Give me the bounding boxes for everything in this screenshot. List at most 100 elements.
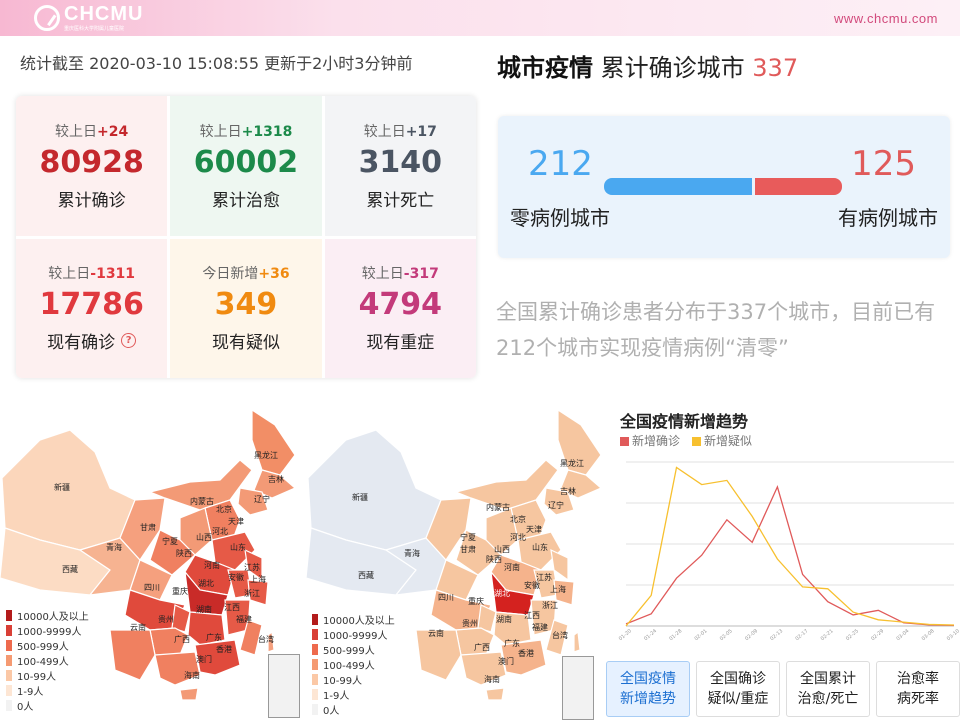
stats-grid: 较上日+24 80928 累计确诊 较上日+1318 60002 累计治愈 较上…	[16, 96, 476, 378]
legend-swatch	[312, 674, 318, 685]
legend-row[interactable]: 1000-9999人	[6, 623, 89, 638]
province-label-tianjin: 天津	[526, 524, 542, 534]
legend-row[interactable]: 0人	[6, 698, 89, 713]
site-logo[interactable]: CHCMU 重庆医科大学附属儿童医院	[34, 4, 143, 32]
logo-subtitle: 重庆医科大学附属儿童医院	[64, 26, 125, 32]
legend-row[interactable]: 10000人及以上	[312, 612, 395, 627]
tab-2[interactable]: 全国累计 治愈/死亡	[786, 661, 870, 717]
stat-current-confirmed: 较上日-1311 17786 现有确诊?	[16, 238, 168, 378]
stat-delta: 较上日+24	[55, 123, 129, 140]
province-label-gansu: 甘肃	[140, 522, 156, 532]
x-tick-label: 01-20	[618, 628, 633, 642]
province-label-xizang: 西藏	[62, 564, 78, 574]
legend-row[interactable]: 100-499人	[312, 657, 395, 672]
province-label-hainan: 海南	[484, 674, 500, 684]
legend-label: 100-499人	[323, 661, 375, 672]
province-label-hunan: 湖南	[496, 614, 512, 624]
legend-row[interactable]: 100-499人	[6, 653, 89, 668]
province-label-ningxia: 宁夏	[162, 536, 178, 546]
has-case-label: 有病例城市	[838, 206, 938, 230]
province-label-fujian: 福建	[532, 622, 548, 632]
stat-delta: 较上日+17	[363, 123, 437, 140]
legend-row[interactable]: 10-99人	[312, 672, 395, 687]
china-map-cumulative: 黑龙江 吉林 辽宁 内蒙古 北京 天津 河北 山西 山东 宁夏 甘肃 新疆 青海…	[0, 408, 297, 701]
legend-label: 10-99人	[17, 672, 57, 683]
legend-row[interactable]: 1-9人	[6, 683, 89, 698]
legend-label: 10-99人	[323, 676, 363, 687]
province-label-ningxia: 宁夏	[460, 532, 476, 542]
legend-swatch	[6, 685, 12, 696]
legend-label: 10000人及以上	[17, 612, 89, 623]
legend-row[interactable]: 1-9人	[312, 687, 395, 702]
stat-label: 现有疑似	[211, 333, 280, 354]
trend-legend: 新增确诊 新增疑似	[620, 432, 752, 449]
legend-swatch	[6, 700, 12, 711]
province-label-shaanxi: 陕西	[486, 554, 502, 564]
province-label-beijing: 北京	[510, 514, 526, 524]
x-tick-label: 02-01	[694, 628, 709, 642]
stat-label: 现有确诊?	[47, 328, 137, 353]
province-label-sichuan: 四川	[144, 583, 160, 592]
stat-total-cured: 较上日+1318 60002 累计治愈	[170, 96, 322, 236]
legend-item-confirm[interactable]: 新增确诊	[620, 432, 680, 449]
legend-item-suspect[interactable]: 新增疑似	[692, 432, 752, 449]
tab-1[interactable]: 全国确诊 疑似/重症	[696, 661, 780, 717]
x-tick-label: 02-21	[820, 628, 835, 642]
stat-current-severe: 较上日-317 4794 现有重症	[324, 238, 476, 378]
legend-label: 1000-9999人	[17, 627, 82, 638]
province-label-jiangxi: 江西	[224, 603, 240, 612]
stat-value: 349	[214, 287, 278, 323]
site-url[interactable]: www.chcmu.com	[833, 11, 938, 26]
legend-row[interactable]: 10000人及以上	[6, 608, 89, 623]
province-label-hongkong: 香港	[216, 644, 232, 654]
tab-3[interactable]: 治愈率 病死率	[876, 661, 960, 717]
stats-timestamp: 统计截至 2020-03-10 15:08:55 更新于2小时3分钟前	[20, 54, 413, 73]
legend-row[interactable]: 0人	[312, 702, 395, 717]
legend-row[interactable]: 10-99人	[6, 668, 89, 683]
province-label-jilin: 吉林	[560, 486, 576, 496]
cumulative-map[interactable]: 黑龙江 吉林 辽宁 内蒙古 北京 天津 河北 山西 山东 宁夏 甘肃 新疆 青海…	[0, 400, 302, 720]
province-label-shanghai: 上海	[250, 574, 266, 584]
stat-delta: 今日新增+36	[202, 266, 290, 283]
china-map-current: 黑龙江 吉林 辽宁 内蒙古 北京 天津 河北 山西 山东 宁夏 甘肃 新疆 青海…	[306, 408, 603, 701]
province-label-jiangsu: 江苏	[244, 562, 260, 572]
legend-label: 500-999人	[323, 646, 375, 657]
legend-row[interactable]: 1000-9999人	[312, 627, 395, 642]
legend-label: 10000人及以上	[323, 616, 395, 627]
province-label-hubei: 湖北	[494, 589, 510, 598]
province-label-neimenggu: 内蒙古	[190, 496, 214, 506]
province-label-chongqing: 重庆	[172, 586, 188, 596]
legend-row[interactable]: 500-999人	[312, 642, 395, 657]
help-icon[interactable]: ?	[121, 333, 137, 349]
province-label-macao: 澳门	[498, 656, 514, 666]
stat-label: 累计治愈	[211, 190, 280, 211]
tab-line1: 治愈率	[897, 671, 939, 687]
legend-swatch	[312, 659, 318, 670]
zero-case-label: 零病例城市	[510, 206, 610, 230]
legend-swatch	[312, 689, 318, 700]
province-label-liaoning: 辽宁	[254, 494, 270, 504]
ratio-bar-has	[755, 178, 842, 195]
province-label-henan: 河南	[204, 560, 220, 570]
legend-swatch	[6, 610, 12, 621]
province-label-henan: 河南	[504, 562, 520, 572]
province-label-neimenggu: 内蒙古	[486, 502, 510, 512]
province-label-qinghai: 青海	[404, 548, 420, 558]
legend-label: 1-9人	[323, 691, 350, 702]
legend-label: 100-499人	[17, 657, 69, 668]
tab-0[interactable]: 全国疫情 新增趋势	[606, 661, 690, 717]
province-label-guangxi: 广西	[174, 634, 190, 644]
legend-row[interactable]: 500-999人	[6, 638, 89, 653]
current-map[interactable]: 黑龙江 吉林 辽宁 内蒙古 北京 天津 河北 山西 山东 宁夏 甘肃 新疆 青海…	[306, 400, 606, 720]
province-label-yunnan: 云南	[428, 628, 444, 638]
province-label-anhui: 安徽	[524, 580, 540, 590]
ratio-bar-zero	[604, 178, 752, 195]
province-label-hebei: 河北	[212, 526, 228, 536]
x-tick-label: 03-08	[921, 628, 936, 642]
province-label-shanghai: 上海	[550, 584, 566, 594]
legend-swatch	[6, 625, 12, 636]
trend-chart-svg: 01-20 01-24 01-28 02-01 02-05 02-09 02-13 02-17…	[618, 461, 960, 642]
province-label-gansu: 甘肃	[460, 544, 476, 554]
trend-tabs: 全国疫情 新增趋势 全国确诊 疑似/重症 全国累计 治愈/死亡 治愈率 病死率	[606, 661, 960, 717]
province-label-xizang: 西藏	[358, 570, 374, 580]
